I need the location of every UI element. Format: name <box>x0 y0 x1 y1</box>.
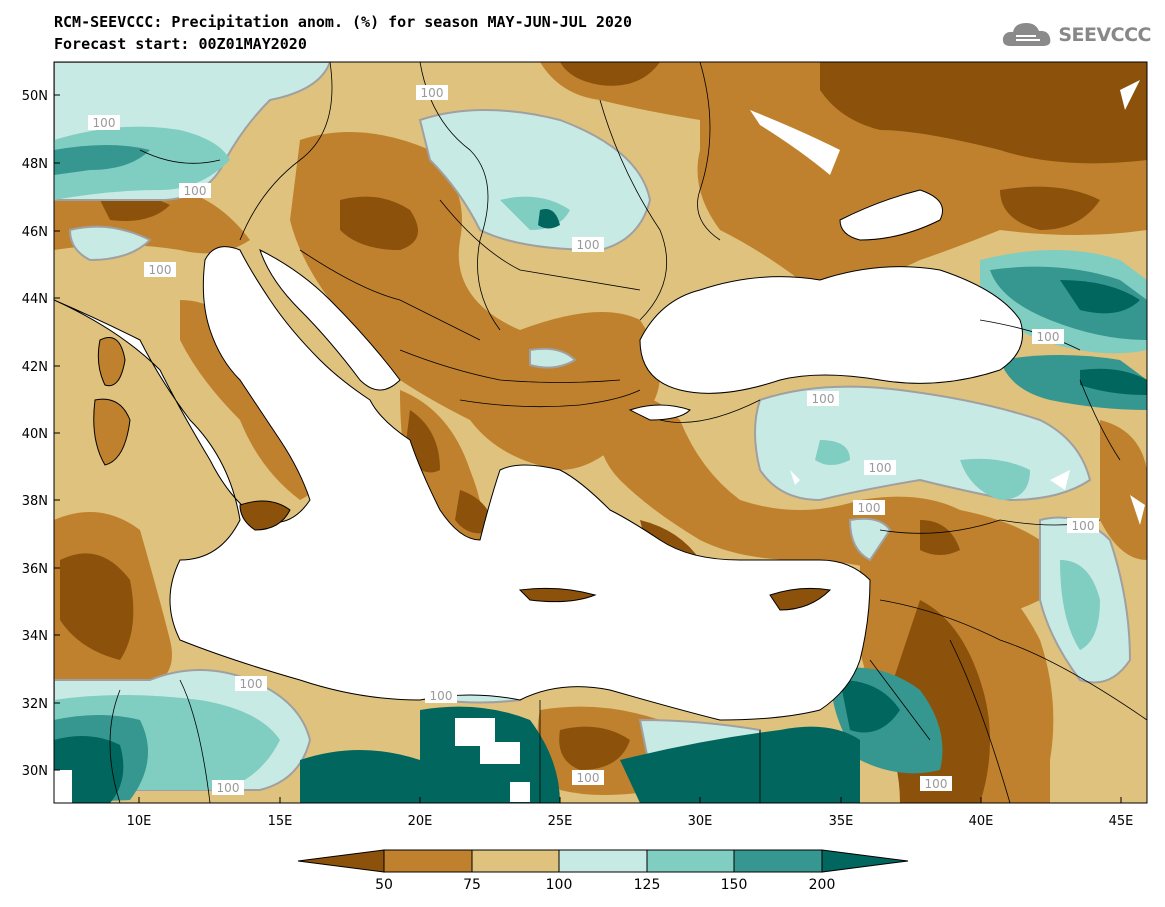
logo-text: SEEVCCC <box>1058 24 1151 46</box>
contour-label-bg <box>425 688 457 703</box>
colorbar-150-200 <box>733 849 823 873</box>
lon-label: 30E <box>688 814 713 829</box>
colorbar-gt200 <box>821 849 909 873</box>
contour-label-100: 100 <box>421 86 444 100</box>
colorbar-50-75 <box>383 849 473 873</box>
cloud-icon <box>1003 23 1051 46</box>
lon-label: 10E <box>127 814 152 829</box>
contour-label-100: 100 <box>217 781 240 795</box>
colorbar-tick-label: 125 <box>634 877 661 893</box>
contour-labels: 100 100 100 100 100 100 100 100 100 100 100 100 100 1… <box>88 85 1099 795</box>
islands <box>93 337 832 611</box>
contour-label-100: 100 <box>925 777 948 791</box>
colorbar-tick-label: 150 <box>721 877 748 893</box>
contour-label-100: 100 <box>858 501 881 515</box>
colorbar-labels: 50 75 100 125 150 200 <box>375 877 835 893</box>
lon-label: 45E <box>1109 814 1134 829</box>
forecast-start: Forecast start: 00Z01MAY2020 <box>54 35 307 53</box>
contour-label-bg <box>88 115 120 130</box>
contour-label-bg <box>144 262 176 277</box>
colorbar-lt50 <box>297 849 385 873</box>
contour-label-100: 100 <box>869 461 892 475</box>
lon-label: 35E <box>829 814 854 829</box>
lat-label: 42N <box>22 360 48 375</box>
contour-label-100: 100 <box>149 263 172 277</box>
lon-label: 25E <box>548 814 573 829</box>
colorbar: 50 75 100 125 150 200 <box>297 849 909 893</box>
contour-label-100: 100 <box>93 116 116 130</box>
seevccc-logo: SEEVCCC <box>1002 20 1151 50</box>
lat-label: 50N <box>22 89 48 104</box>
colorbar-75-100 <box>471 849 560 873</box>
colorbar-100-125 <box>558 849 648 873</box>
contour-label-100: 100 <box>430 689 453 703</box>
contour-label-bg <box>572 770 604 785</box>
lat-label: 38N <box>22 494 48 509</box>
lat-label: 30N <box>22 764 48 779</box>
contour-label-bg <box>853 500 885 515</box>
contour-label-100: 100 <box>577 238 600 252</box>
longitude-axis: 10E 15E 20E 25E 30E 35E 40E 45E <box>127 797 1134 829</box>
contour-label-bg <box>179 183 211 198</box>
contour-label-100: 100 <box>812 392 835 406</box>
missing-data-patches <box>54 80 1145 803</box>
colorbar-tick-label: 100 <box>546 877 573 893</box>
colorbar-tick-label: 50 <box>375 877 393 893</box>
colorbar-125-150 <box>646 849 735 873</box>
contour-label-bg <box>416 85 448 100</box>
colorbar-tick-label: 200 <box>809 877 836 893</box>
lat-label: 34N <box>22 629 48 644</box>
lat-label: 44N <box>22 292 48 307</box>
map-title: RCM-SEEVCCC: Precipitation anom. (%) for… <box>54 13 632 31</box>
contour-label-bg <box>212 780 244 795</box>
contour-label-bg <box>864 460 896 475</box>
contour-label-100: 100 <box>240 677 263 691</box>
contour-label-100: 100 <box>184 184 207 198</box>
contour-label-100: 100 <box>1037 330 1060 344</box>
contour-label-bg <box>572 237 604 252</box>
lat-label: 40N <box>22 427 48 442</box>
lat-label: 48N <box>22 157 48 172</box>
contour-label-bg <box>1032 329 1064 344</box>
contour-label-bg <box>807 391 839 406</box>
contour-label-bg <box>920 776 952 791</box>
country-borders <box>109 62 1147 803</box>
contour-label-100: 100 <box>577 771 600 785</box>
contour-label-bg <box>235 676 267 691</box>
lon-label: 40E <box>969 814 994 829</box>
lat-label: 36N <box>22 562 48 577</box>
sea-areas <box>54 189 1023 721</box>
lat-label: 32N <box>22 697 48 712</box>
lon-label: 15E <box>268 814 293 829</box>
lat-label: 46N <box>22 225 48 240</box>
latitude-axis: 50N 48N 46N 44N 42N 40N 38N 36N 34N 32N 30N <box>22 89 60 779</box>
lon-label: 20E <box>408 814 433 829</box>
contour-label-100: 100 <box>1072 519 1095 533</box>
colorbar-tick-label: 75 <box>463 877 481 893</box>
contour-label-bg <box>1067 518 1099 533</box>
